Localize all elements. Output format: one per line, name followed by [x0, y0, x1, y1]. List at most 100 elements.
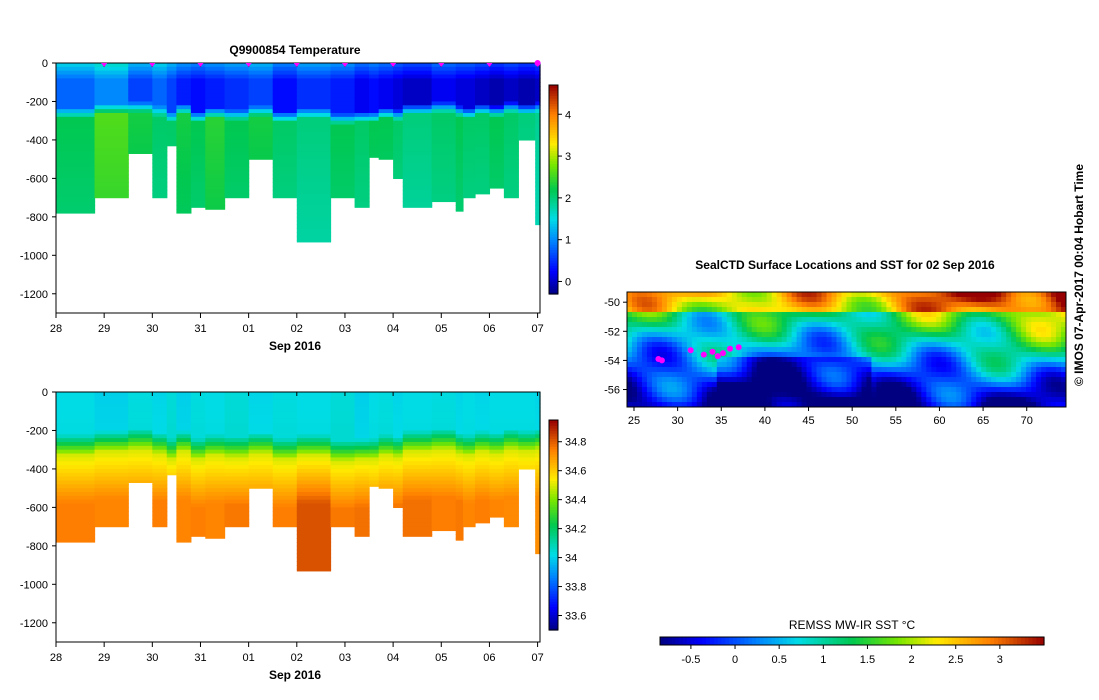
profile-cell [378, 461, 394, 466]
sst-cell [671, 402, 678, 408]
profile-cell [393, 392, 404, 397]
sst-cell [961, 342, 967, 348]
profile-cell [354, 430, 370, 435]
sst-cell [916, 342, 922, 348]
sst-colorbar-band [875, 637, 880, 645]
sst-cell [736, 377, 743, 383]
seal-location [687, 347, 694, 354]
sst-colorbar-band [740, 637, 746, 645]
sst-cell [627, 397, 633, 403]
sst-cell [776, 392, 783, 398]
sst-cell [886, 322, 892, 328]
profile-cell [455, 193, 464, 199]
sst-cell [931, 302, 937, 308]
sst-cell [921, 382, 927, 388]
sst-cell [711, 307, 718, 313]
profile-cell [462, 515, 476, 520]
sst-colorbar-band [721, 637, 726, 645]
profile-cell [393, 89, 404, 95]
profile-cell [94, 511, 129, 516]
profile-cell [354, 526, 370, 532]
profile-cell [489, 476, 505, 482]
sst-cell [886, 387, 892, 393]
sst-cell [816, 302, 822, 308]
sst-cell [1056, 387, 1062, 393]
profile-cell [535, 538, 541, 543]
profile-cell [462, 66, 476, 72]
profile-cell [369, 438, 380, 443]
sst-cell [786, 302, 793, 308]
profile-cell [128, 86, 153, 91]
profile-cell [535, 399, 541, 405]
sst-cell [916, 362, 922, 368]
sst-cell [811, 322, 817, 328]
sst-cell [841, 402, 847, 408]
sst-cell [946, 292, 952, 298]
sst-cell [966, 392, 972, 398]
colorbar-band [549, 619, 558, 623]
sst-colorbar-band [982, 637, 987, 645]
profile-cell [503, 113, 519, 118]
sst-cell [811, 367, 817, 373]
profile-cell [176, 178, 192, 183]
sst-cell [811, 302, 817, 308]
profile-cell [489, 63, 505, 68]
sst-cell [866, 307, 872, 313]
profile-cell [455, 488, 464, 493]
profile-cell [518, 113, 536, 118]
profile-cell [205, 511, 226, 516]
profile-cell [272, 499, 298, 505]
profile-cell [152, 407, 168, 412]
sst-cell [846, 362, 852, 368]
sst-cell [691, 302, 698, 308]
sst-cell [951, 322, 957, 328]
profile-cell [402, 147, 433, 153]
profile-cell [190, 120, 206, 126]
profile-cell [224, 511, 250, 516]
sst-cell [1006, 307, 1012, 313]
colorbar-band [549, 168, 558, 172]
profile-cell [272, 143, 298, 149]
seal-location [735, 344, 742, 351]
profile-cell [272, 174, 298, 179]
profile-cell [176, 484, 192, 489]
colorbar-band [549, 265, 558, 269]
profile-cell [402, 155, 433, 160]
sst-cell [636, 302, 643, 308]
sst-cell [986, 292, 992, 298]
sst-cell [821, 332, 827, 338]
sst-cell [841, 367, 847, 373]
profile-cell [176, 507, 192, 512]
profile-cell [535, 515, 541, 520]
sst-cell [776, 397, 783, 403]
sst-cell [721, 317, 728, 323]
profile-cell [455, 66, 464, 72]
sst-cell [841, 347, 847, 353]
sst-colorbar-band [809, 637, 815, 645]
profile-cell [535, 209, 541, 214]
profile-cell [462, 159, 476, 164]
sst-cell [916, 397, 922, 403]
profile-cell [205, 205, 226, 210]
profile-cell [474, 63, 491, 68]
sst-cell [821, 397, 827, 403]
sst-cell [976, 307, 982, 313]
profile-cell [462, 93, 476, 99]
sst-cell [921, 312, 927, 318]
sst-colorbar-band [951, 637, 957, 645]
profile-cell [176, 116, 192, 122]
profile-cell [354, 163, 370, 168]
profile-cell [455, 109, 464, 114]
sst-cell [831, 337, 837, 343]
profile-cell [330, 113, 356, 118]
profile-cell [489, 499, 505, 505]
sst-cell [871, 372, 877, 378]
profile-cell [176, 143, 192, 149]
sst-cell [981, 357, 987, 363]
profile-cell [503, 422, 519, 428]
sst-cell [956, 377, 962, 383]
profile-cell [205, 105, 226, 110]
map-y-tick-label: -54 [604, 355, 620, 367]
profile-cell [503, 392, 519, 397]
profile-cell [224, 70, 250, 76]
